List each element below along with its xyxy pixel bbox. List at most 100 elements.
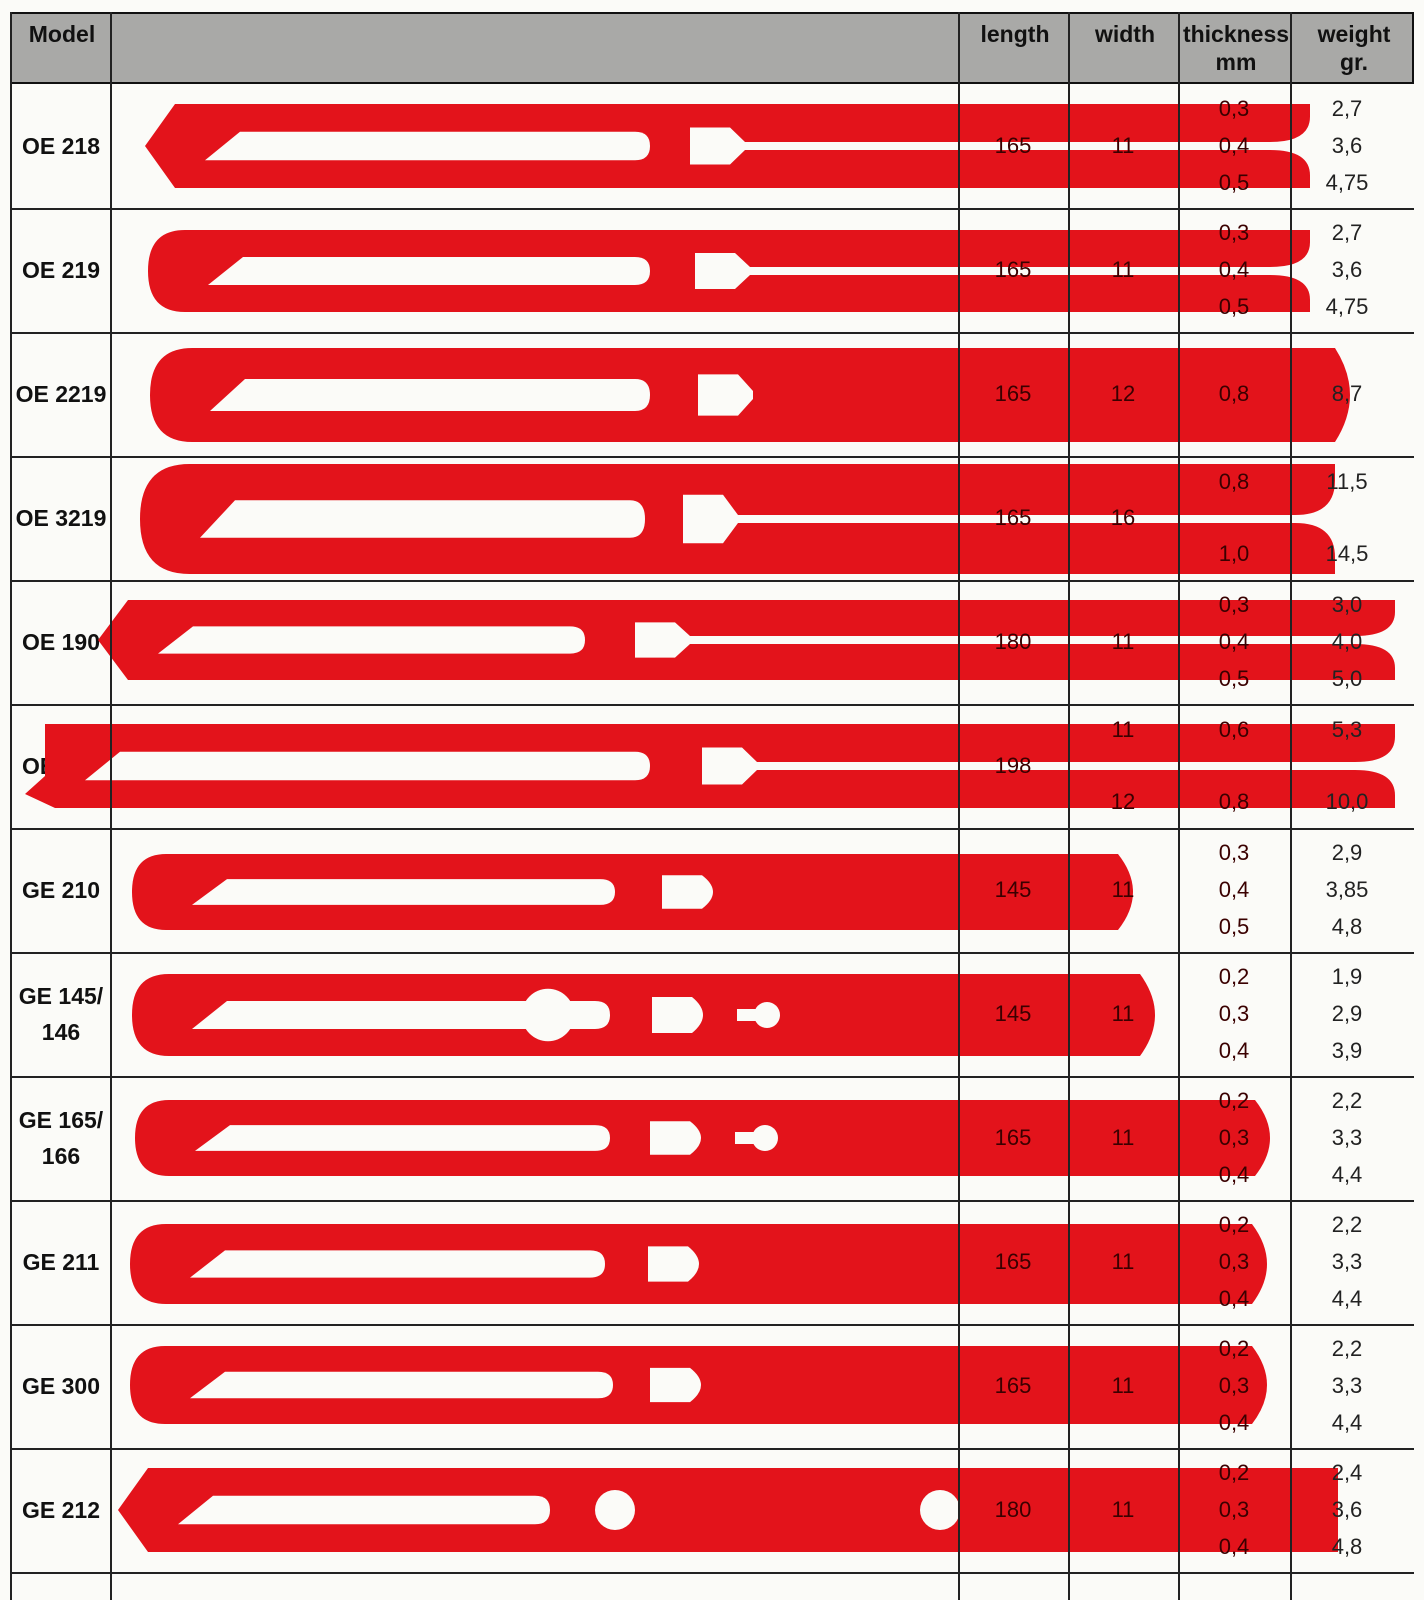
table-row: GE 212 180 11 0,2 0,3 0,4 2,4 3,6 4,8 <box>10 1448 1414 1574</box>
blade-oe500-icon <box>25 724 1415 808</box>
length-value: 165 <box>994 1373 1032 1398</box>
length-value: 198 <box>994 753 1032 778</box>
model-name: OE 218 <box>22 133 100 159</box>
grid-line <box>1178 12 1180 1600</box>
weight-value: 3,6 <box>1331 1497 1363 1522</box>
blade-ge300-icon <box>130 1346 1267 1424</box>
header-width: width <box>1094 21 1156 47</box>
width-value: 11 <box>1111 717 1135 742</box>
header-thickness-unit: mm <box>1215 49 1257 75</box>
thickness-value: 0,4 <box>1218 1286 1250 1311</box>
weight-value: 2,9 <box>1331 840 1363 865</box>
weight-value: 2,2 <box>1331 1212 1363 1237</box>
thickness-value: 0,3 <box>1218 1497 1250 1522</box>
table-row: GE 145/ 146 145 11 0,2 0,3 0,4 1,9 2,9 3,9 <box>10 952 1414 1078</box>
width-value: 11 <box>1111 257 1135 282</box>
table-row: OE 2219 165 12 0,8 8,7 <box>10 332 1414 458</box>
model-name: GE 145/ 146 <box>18 983 104 1045</box>
table-row: OE 190 180 11 0,3 0,4 0,5 3,0 4,0 5,0 <box>10 580 1415 706</box>
thickness-value: 0,3 <box>1218 1249 1250 1274</box>
blade-ge211-icon <box>130 1224 1267 1304</box>
model-name: GE 165/ 166 <box>18 1107 104 1169</box>
width-value: 11 <box>1111 1373 1135 1398</box>
weight-value: 4,8 <box>1331 1534 1363 1559</box>
weight-value: 3,3 <box>1331 1373 1363 1398</box>
weight-value: 2,7 <box>1331 96 1363 121</box>
table-row: OE 219 165 11 0,3 0,4 0,5 2,7 3,6 4,75 <box>10 208 1414 334</box>
blade-oe219-icon <box>148 230 1330 312</box>
model-name: OE 3219 <box>15 505 107 531</box>
model-name: OE 2219 <box>15 381 107 407</box>
header-model: Model <box>28 21 96 47</box>
weight-value: 3,3 <box>1331 1125 1363 1150</box>
weight-value: 2,9 <box>1331 1001 1363 1026</box>
model-name: GE 300 <box>22 1373 100 1399</box>
grid-line <box>110 12 112 1600</box>
weight-value: 8,7 <box>1331 381 1363 406</box>
blade-oe2219-icon <box>150 348 1350 442</box>
weight-value: 1,9 <box>1331 964 1363 989</box>
weight-value: 3,0 <box>1331 592 1363 617</box>
table-row: GE 210 145 11 0,3 0,4 0,5 2,9 3,85 4,8 <box>10 828 1414 954</box>
thickness-value: 0,3 <box>1218 592 1250 617</box>
thickness-value: 0,3 <box>1218 1001 1250 1026</box>
thickness-value: 0,3 <box>1218 840 1250 865</box>
weight-value: 3,6 <box>1331 133 1363 158</box>
weight-value: 5,0 <box>1331 666 1363 691</box>
width-value: 11 <box>1111 133 1135 158</box>
thickness-value: 0,4 <box>1218 133 1250 158</box>
weight-value: 3,9 <box>1331 1038 1363 1063</box>
length-value: 165 <box>994 1125 1032 1150</box>
table-row: GE 300 165 11 0,2 0,3 0,4 2,2 3,3 4,4 <box>10 1324 1414 1450</box>
width-value: 11 <box>1111 877 1135 902</box>
header-thickness-label: thickness <box>1182 21 1290 47</box>
length-value: 165 <box>994 1249 1032 1274</box>
thickness-value: 0,4 <box>1218 1534 1250 1559</box>
thickness-value: 0,5 <box>1218 170 1250 195</box>
length-value: 165 <box>994 381 1032 406</box>
header-thickness: thickness mm <box>1180 14 1292 82</box>
thickness-value: 0,5 <box>1218 914 1250 939</box>
thickness-value: 0,8 <box>1218 469 1250 494</box>
table-header: Model length width thickness mm weight g… <box>10 12 1414 84</box>
length-value: 145 <box>994 877 1032 902</box>
grid-line <box>10 12 12 1600</box>
header-weight: weight gr. <box>1292 14 1416 82</box>
blade-oe218-icon <box>145 104 1330 188</box>
blade-oe3219-icon <box>140 464 1355 574</box>
weight-value: 11,5 <box>1326 469 1368 494</box>
thickness-value: 0,5 <box>1218 294 1250 319</box>
blade-ge210-icon <box>132 854 1133 930</box>
thickness-value: 0,3 <box>1218 1125 1250 1150</box>
blade-ge145-icon <box>132 974 1155 1056</box>
weight-value: 4,75 <box>1325 170 1369 195</box>
thickness-value: 0,2 <box>1218 1212 1250 1237</box>
grid-line <box>1290 12 1292 1600</box>
thickness-value: 0,2 <box>1218 1336 1250 1361</box>
weight-value: 10,0 <box>1325 789 1369 814</box>
weight-value: 4,8 <box>1331 914 1363 939</box>
width-value: 11 <box>1111 1497 1135 1522</box>
length-value: 180 <box>994 1497 1032 1522</box>
weight-value: 4,4 <box>1331 1286 1363 1311</box>
length-value: 165 <box>994 257 1032 282</box>
width-value: 11 <box>1111 629 1135 654</box>
grid-line <box>1068 12 1070 1600</box>
weight-value: 2,7 <box>1331 220 1363 245</box>
width-value: 16 <box>1110 505 1136 530</box>
thickness-value: 0,8 <box>1218 789 1250 814</box>
thickness-value: 0,5 <box>1218 666 1250 691</box>
weight-value: 4,0 <box>1331 629 1363 654</box>
table-row: GE 211 165 11 0,2 0,3 0,4 2,2 3,3 4,4 <box>10 1200 1414 1326</box>
length-value: 165 <box>994 133 1032 158</box>
weight-value: 3,3 <box>1331 1249 1363 1274</box>
grid-line <box>958 12 960 1600</box>
model-name: OE 190 <box>22 629 100 655</box>
thickness-value: 0,4 <box>1218 629 1250 654</box>
thickness-value: 1,0 <box>1218 541 1250 566</box>
thickness-value: 0,3 <box>1218 220 1250 245</box>
thickness-value: 0,4 <box>1218 1410 1250 1435</box>
blade-oe190-icon <box>98 600 1415 680</box>
model-name: GE 210 <box>22 877 100 903</box>
